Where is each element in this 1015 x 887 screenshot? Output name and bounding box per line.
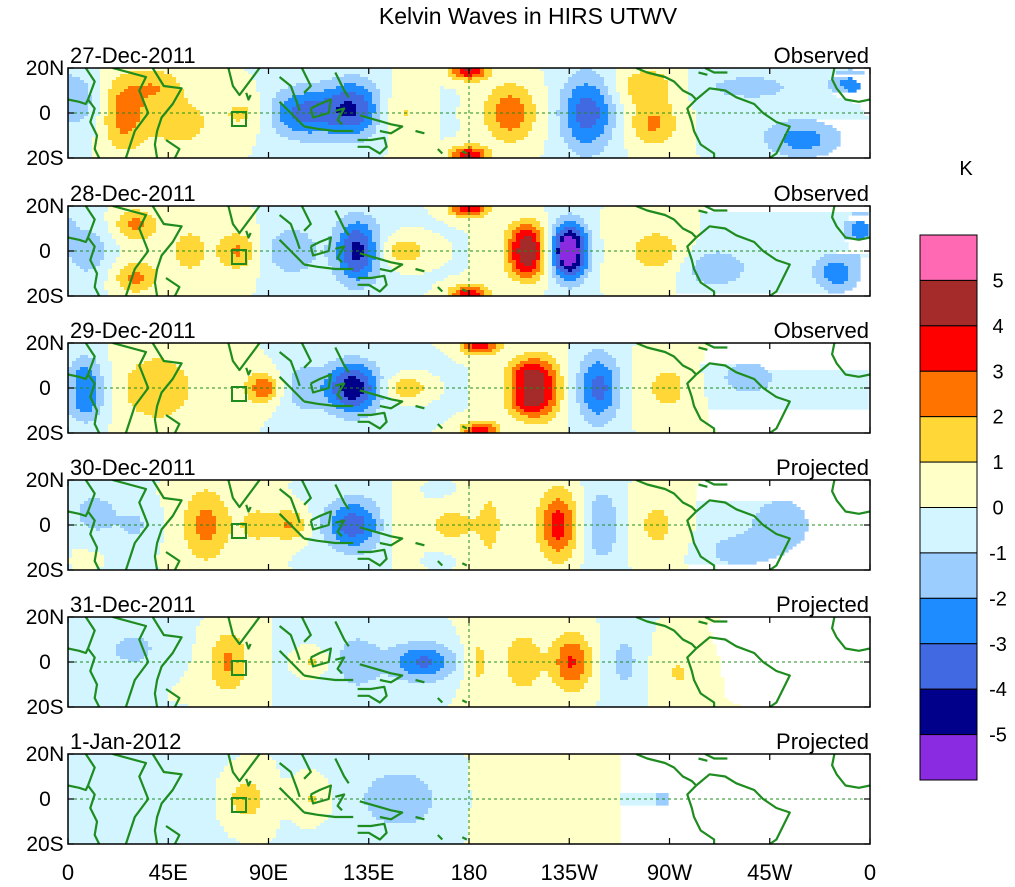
region-box xyxy=(231,660,247,676)
panel-date: 29-Dec-2011 xyxy=(70,318,196,343)
coastlines xyxy=(68,617,870,707)
panel-status: Observed xyxy=(774,318,869,343)
y-tick-label: 20N xyxy=(26,606,65,629)
colorbar-label: 4 xyxy=(992,316,1003,338)
panel-status: Observed xyxy=(774,181,869,206)
x-tick-label: 180 xyxy=(451,860,488,885)
contour-field xyxy=(68,480,809,570)
y-tick-label: 20N xyxy=(26,469,65,492)
x-tick-label: 0 xyxy=(62,860,74,885)
panel-1: 20N 0 20S 27-Dec-2011 Observed xyxy=(26,43,871,170)
coastlines xyxy=(68,480,870,570)
panel-4: 20N 0 20S 30-Dec-2011 Projected xyxy=(26,455,871,582)
x-tick-label: 135E xyxy=(343,860,394,885)
x-axis: 0 45E 90E 135E 180 135W 90W 45W 0 xyxy=(62,860,876,885)
x-tick-label: 45E xyxy=(149,860,188,885)
coastlines xyxy=(68,343,870,433)
coastlines xyxy=(68,206,870,296)
y-tick-label: 0 xyxy=(39,377,51,400)
region-box xyxy=(231,249,247,265)
y-tick-label: 0 xyxy=(39,102,51,125)
panel-status: Projected xyxy=(776,455,869,480)
x-tick-label: 0 xyxy=(864,860,876,885)
panel-3: 20N 0 20S 29-Dec-2011 Observed xyxy=(26,318,871,445)
panels-group: 20N 0 20S 27-Dec-2011 Observed 20N 0 20S 28-Dec-… xyxy=(26,43,871,856)
y-tick-label: 20N xyxy=(26,195,65,218)
colorbar-label: -5 xyxy=(989,725,1007,747)
panel-date: 27-Dec-2011 xyxy=(70,43,196,68)
x-tick-label: 135W xyxy=(541,860,599,885)
panel-date: 30-Dec-2011 xyxy=(70,455,196,480)
colorbar-label: -1 xyxy=(989,543,1007,565)
panel-2: 20N 0 20S 28-Dec-2011 Observed xyxy=(26,181,871,308)
y-tick-label: 0 xyxy=(39,651,51,674)
y-tick-label: 20S xyxy=(26,422,63,445)
region-box xyxy=(231,797,247,813)
colorbar-swatch xyxy=(919,461,978,509)
colorbar-label: -2 xyxy=(989,588,1007,610)
region-box xyxy=(231,111,247,127)
colorbar-label: -3 xyxy=(989,634,1007,656)
colorbar-swatch xyxy=(919,688,978,736)
colorbar-swatch xyxy=(919,643,978,690)
colorbar-label: 5 xyxy=(992,270,1003,292)
colorbar-label: 0 xyxy=(992,498,1003,520)
y-tick-label: 20N xyxy=(26,743,65,766)
colorbar-label: -4 xyxy=(989,679,1007,701)
colorbar-swatch xyxy=(919,279,978,327)
y-tick-label: 20S xyxy=(26,696,63,719)
y-tick-label: 20S xyxy=(26,285,63,308)
colorbar-swatch xyxy=(919,416,978,463)
y-tick-label: 20S xyxy=(26,147,63,170)
colorbar: 5 4 3 2 1 0 -1 -2 -3 -4 -5 xyxy=(919,234,1007,781)
x-tick-label: 45W xyxy=(747,860,792,885)
panel-6: 20N 0 20S 1-Jan-2012 Projected xyxy=(26,729,871,856)
y-tick-label: 0 xyxy=(39,788,51,811)
panel-status: Projected xyxy=(776,592,869,617)
y-tick-label: 0 xyxy=(39,240,51,263)
colorbar-label: 1 xyxy=(992,452,1003,474)
panel-date: 1-Jan-2012 xyxy=(70,729,181,754)
x-tick-label: 90W xyxy=(647,860,692,885)
colorbar-swatch xyxy=(919,234,978,281)
panel-5: 20N 0 20S 31-Dec-2011 Projected xyxy=(26,592,871,719)
colorbar-label: 3 xyxy=(992,361,1003,383)
y-tick-label: 20S xyxy=(26,559,63,582)
colorbar-swatch xyxy=(919,325,978,372)
chart-title: Kelvin Waves in HIRS UTWV xyxy=(379,3,678,29)
y-tick-label: 20S xyxy=(26,833,63,856)
colorbar-swatch xyxy=(919,507,978,554)
colorbar-swatch xyxy=(919,597,978,645)
coastlines xyxy=(68,68,870,158)
colorbar-swatch xyxy=(919,734,978,781)
y-tick-label: 0 xyxy=(39,514,51,537)
panel-date: 28-Dec-2011 xyxy=(70,181,196,206)
x-tick-label: 90E xyxy=(249,860,288,885)
contour-field xyxy=(68,68,869,158)
y-tick-label: 20N xyxy=(26,57,65,80)
colorbar-units-label: K xyxy=(959,158,973,180)
region-box xyxy=(231,386,247,402)
colorbar-label: 2 xyxy=(992,407,1003,429)
panel-status: Observed xyxy=(774,43,869,68)
y-tick-label: 20N xyxy=(26,332,65,355)
panel-status: Projected xyxy=(776,729,869,754)
panel-date: 31-Dec-2011 xyxy=(70,592,196,617)
region-box xyxy=(231,523,247,539)
colorbar-swatch xyxy=(919,370,978,418)
contour-field xyxy=(68,343,869,433)
coastlines xyxy=(68,754,870,844)
colorbar-swatch xyxy=(919,552,978,599)
